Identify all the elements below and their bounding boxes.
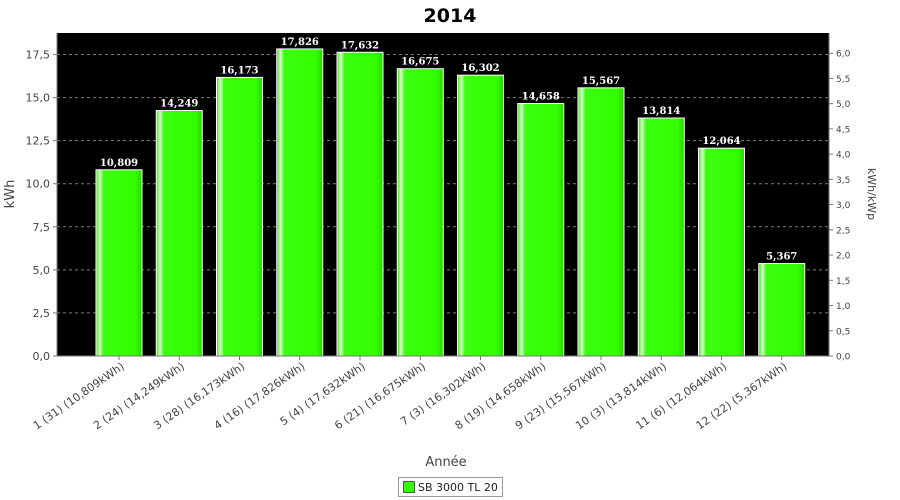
y2-tick-label: 2,0 (836, 252, 851, 262)
bar-value-label: 13,814 (642, 106, 680, 117)
y-tick-label: 12,5 (26, 135, 51, 148)
y-tick-label: 15,0 (26, 92, 51, 105)
bar (155, 110, 203, 357)
bar-value-label: 10,809 (100, 158, 138, 169)
y2-tick-label: 2,5 (836, 226, 850, 236)
bar (216, 76, 263, 357)
y-tick-label: 10,0 (26, 178, 51, 191)
bar-value-label: 17,826 (281, 37, 319, 48)
y2-axis-label: kWh/kWp (865, 168, 878, 220)
y-axis-left: 0,0 2,5 5,0 7,5 10,0 12,5 15,0 17,5 (26, 33, 58, 363)
bar-value-label: 12,064 (702, 136, 740, 147)
bar-value-label: 17,632 (341, 40, 379, 51)
bar (396, 68, 444, 357)
y2-tick-label: 5,0 (836, 100, 851, 110)
y2-tick-label: 5,5 (836, 75, 850, 85)
y2-tick-label: 0,0 (836, 353, 851, 363)
y2-tick-label: 1,0 (836, 302, 851, 312)
y2-tick-label: 3,0 (836, 201, 851, 211)
bar-value-label: 16,675 (401, 57, 439, 68)
y2-tick-label: 6,0 (836, 50, 851, 60)
y2-tick-label: 4,5 (836, 125, 850, 135)
value-labels-group: 10,809 14,249 16,173 17,826 17,632 16,675 16,3… (100, 37, 798, 263)
y-tick-label: 2,5 (33, 307, 51, 320)
y2-tick-label: 1,5 (836, 277, 850, 287)
x-axis-label: Année (425, 455, 466, 470)
bar-value-label: 14,249 (160, 99, 198, 110)
y-tick-label: 7,5 (33, 221, 51, 234)
chart-title: 2014 (424, 5, 477, 27)
bar (637, 117, 685, 357)
y-axis-right: 0,0 0,5 1,0 1,5 2,0 2,5 3,0 3,5 4,0 4,5 5,0 5,5 6,0 (828, 33, 851, 363)
bar-value-label: 16,173 (220, 65, 258, 76)
x-axis: 1 (31) (10,809kWh)2 (24) (14,249kWh)3 (2… (31, 355, 829, 432)
bar (577, 87, 625, 357)
bar (517, 102, 565, 357)
legend-swatch (403, 481, 415, 493)
bar-value-label: 15,567 (582, 76, 620, 87)
bar (457, 74, 504, 357)
y-axis-label: kWh (3, 180, 18, 209)
bar-value-label: 14,658 (522, 91, 560, 102)
bar (758, 263, 806, 357)
bar (336, 51, 384, 357)
y-tick-label: 17,5 (26, 49, 51, 62)
bar-value-label: 16,302 (461, 63, 499, 74)
bar (95, 169, 143, 357)
y2-tick-label: 0,5 (836, 327, 850, 337)
bar-value-label: 5,367 (766, 252, 797, 263)
legend-label: SB 3000 TL 20 (418, 480, 498, 494)
y2-tick-label: 3,5 (836, 176, 850, 186)
y2-tick-label: 4,0 (836, 151, 851, 161)
bar (276, 48, 324, 357)
legend: SB 3000 TL 20 (398, 477, 503, 497)
y-tick-label: 0,0 (33, 350, 51, 363)
y-tick-label: 5,0 (33, 264, 51, 277)
bar (698, 147, 745, 357)
